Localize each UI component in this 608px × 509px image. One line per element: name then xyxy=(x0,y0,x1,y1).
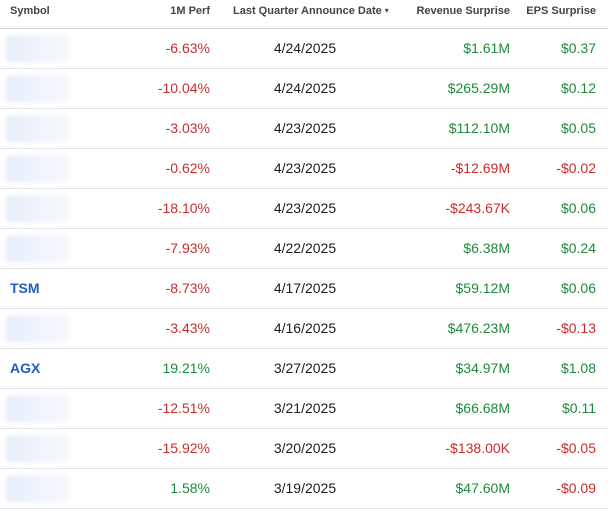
perf-value: -18.10% xyxy=(157,200,210,216)
announce-date: 4/22/2025 xyxy=(273,240,337,256)
eps-surprise: $0.37 xyxy=(560,40,596,56)
symbol-link[interactable]: AGX xyxy=(10,360,41,376)
table-row[interactable]: -7.93% 4/22/2025 $6.38M $0.24 xyxy=(0,229,608,269)
caret-down-icon: ▾ xyxy=(384,6,389,15)
announce-date: 4/24/2025 xyxy=(273,40,337,56)
table-row[interactable]: AGX 19.21% 3/27/2025 $34.97M $1.08 xyxy=(0,349,608,389)
redacted-symbol xyxy=(6,195,70,222)
redacted-symbol xyxy=(6,435,70,462)
table-body: -6.63% 4/24/2025 $1.61M $0.37 -10.04% 4/24/20… xyxy=(0,29,608,509)
revenue-surprise: $6.38M xyxy=(463,240,510,256)
table-row[interactable]: -6.63% 4/24/2025 $1.61M $0.37 xyxy=(0,29,608,69)
redacted-symbol xyxy=(6,75,70,102)
redacted-symbol xyxy=(6,395,70,422)
column-header-announce-date[interactable]: Last Quarter Announce Date ▾ xyxy=(233,5,389,17)
eps-surprise: -$0.05 xyxy=(556,440,596,456)
redacted-symbol xyxy=(6,315,70,342)
column-header-eps-surprise[interactable]: EPS Surprise xyxy=(526,5,596,17)
eps-surprise: $0.06 xyxy=(560,280,596,296)
revenue-surprise: $66.68M xyxy=(455,400,510,416)
perf-value: -8.73% xyxy=(165,280,210,296)
perf-value: 19.21% xyxy=(162,360,210,376)
column-header-symbol[interactable]: Symbol xyxy=(10,5,50,17)
revenue-surprise: $112.10M xyxy=(448,120,510,136)
table-row[interactable]: 1.58% 3/19/2025 $47.60M -$0.09 xyxy=(0,469,608,509)
redacted-symbol xyxy=(6,155,70,182)
announce-date: 4/17/2025 xyxy=(273,280,337,296)
perf-value: -12.51% xyxy=(157,400,210,416)
perf-value: -6.63% xyxy=(165,40,210,56)
perf-value: -0.62% xyxy=(165,160,210,176)
announce-date: 3/27/2025 xyxy=(273,360,337,376)
perf-value: -3.03% xyxy=(165,120,210,136)
redacted-symbol xyxy=(6,115,70,142)
table-row[interactable]: -3.43% 4/16/2025 $476.23M -$0.13 xyxy=(0,309,608,349)
table-row[interactable]: -10.04% 4/24/2025 $265.29M $0.12 xyxy=(0,69,608,109)
eps-surprise: -$0.09 xyxy=(556,480,596,496)
eps-surprise: $0.12 xyxy=(560,80,596,96)
revenue-surprise: $47.60M xyxy=(455,480,510,496)
column-header-1m-perf[interactable]: 1M Perf xyxy=(170,5,210,17)
symbol-link[interactable]: TSM xyxy=(10,280,40,296)
revenue-surprise: -$243.67K xyxy=(445,200,510,216)
announce-date: 4/23/2025 xyxy=(273,160,337,176)
perf-value: 1.58% xyxy=(170,480,210,496)
column-header-announce-date-label: Last Quarter Announce Date xyxy=(233,5,382,17)
redacted-symbol xyxy=(6,235,70,262)
redacted-symbol xyxy=(6,475,70,502)
table-row[interactable]: TSM -8.73% 4/17/2025 $59.12M $0.06 xyxy=(0,269,608,309)
announce-date: 4/23/2025 xyxy=(273,200,337,216)
announce-date: 3/20/2025 xyxy=(273,440,337,456)
eps-surprise: $0.06 xyxy=(560,200,596,216)
revenue-surprise: $265.29M xyxy=(447,80,510,96)
revenue-surprise: -$138.00K xyxy=(445,440,510,456)
eps-surprise: $0.05 xyxy=(560,120,596,136)
revenue-surprise: $476.23M xyxy=(447,320,510,336)
announce-date: 3/21/2025 xyxy=(273,400,337,416)
eps-surprise: -$0.13 xyxy=(556,320,596,336)
revenue-surprise: $1.61M xyxy=(463,40,510,56)
announce-date: 4/23/2025 xyxy=(273,120,337,136)
announce-date: 3/19/2025 xyxy=(273,480,337,496)
table-row[interactable]: -18.10% 4/23/2025 -$243.67K $0.06 xyxy=(0,189,608,229)
redacted-symbol xyxy=(6,35,70,62)
eps-surprise: -$0.02 xyxy=(556,160,596,176)
eps-surprise: $1.08 xyxy=(560,360,596,376)
perf-value: -7.93% xyxy=(165,240,210,256)
revenue-surprise: $59.12M xyxy=(455,280,510,296)
revenue-surprise: -$12.69M xyxy=(450,160,510,176)
eps-surprise: $0.11 xyxy=(562,400,596,416)
perf-value: -3.43% xyxy=(165,320,210,336)
column-header-revenue-surprise[interactable]: Revenue Surprise xyxy=(416,5,510,17)
table-row[interactable]: -12.51% 3/21/2025 $66.68M $0.11 xyxy=(0,389,608,429)
perf-value: -15.92% xyxy=(157,440,210,456)
table-header: Symbol 1M Perf Last Quarter Announce Dat… xyxy=(0,0,608,29)
eps-surprise: $0.24 xyxy=(560,240,596,256)
table-row[interactable]: -15.92% 3/20/2025 -$138.00K -$0.05 xyxy=(0,429,608,469)
announce-date: 4/16/2025 xyxy=(273,320,337,336)
revenue-surprise: $34.97M xyxy=(455,360,510,376)
table-row[interactable]: -0.62% 4/23/2025 -$12.69M -$0.02 xyxy=(0,149,608,189)
perf-value: -10.04% xyxy=(157,80,210,96)
table-row[interactable]: -3.03% 4/23/2025 $112.10M $0.05 xyxy=(0,109,608,149)
announce-date: 4/24/2025 xyxy=(273,80,337,96)
